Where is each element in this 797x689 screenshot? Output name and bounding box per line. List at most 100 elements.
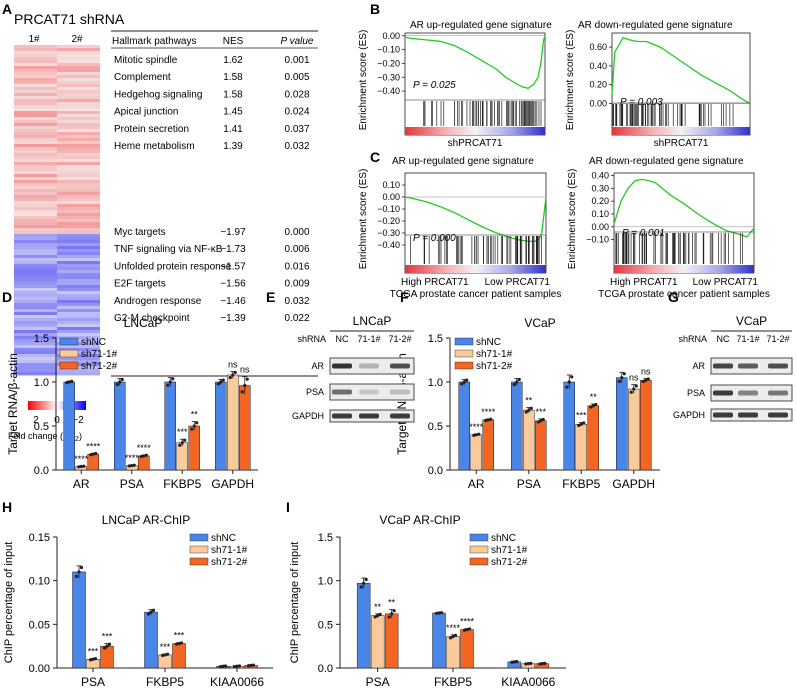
heatmap-cell xyxy=(14,306,57,310)
heatmap-cell xyxy=(57,249,100,253)
heatmap-cell xyxy=(57,102,100,106)
heatmap-cell xyxy=(57,90,100,94)
heatmap-cell xyxy=(57,336,100,340)
heatmap-cell xyxy=(57,297,100,301)
heatmap-cell xyxy=(14,354,57,358)
western-blot-e: LNCaP shRNA NC 71-1# 71-2# AR PSA GAPDH xyxy=(292,314,415,423)
heatmap-cell xyxy=(14,348,57,352)
bar xyxy=(458,381,470,471)
heatmap-cell xyxy=(57,138,100,142)
significance-label: **** xyxy=(469,422,484,432)
table-header: P value xyxy=(281,36,314,47)
gsea-y-tick-label: 0.00 xyxy=(382,31,400,41)
heatmap-cell xyxy=(57,156,100,160)
blot-band xyxy=(390,389,410,395)
gsea-x-label-left: High PRCAT71 xyxy=(610,277,678,288)
data-point xyxy=(529,661,533,665)
heatmap-cell xyxy=(14,288,57,292)
data-point xyxy=(524,410,528,414)
significance-label: **** xyxy=(481,407,496,417)
gsea-enrichment-line xyxy=(404,196,547,243)
legend-swatch xyxy=(469,545,489,554)
heatmap-cell xyxy=(57,312,100,316)
significance-label: ns xyxy=(228,359,238,369)
bar xyxy=(511,381,523,471)
heatmap-cell xyxy=(57,270,100,274)
heatmap-cell xyxy=(57,300,100,304)
data-point xyxy=(70,379,74,383)
gsea-plots: AR up-regulated gene signature 0.00 −0.10 −… xyxy=(358,20,770,300)
significance-label: ** xyxy=(388,597,396,607)
gsea-enrichment-line xyxy=(404,35,546,90)
data-point xyxy=(223,664,228,668)
bar xyxy=(432,612,446,669)
table-pvalue: 0.006 xyxy=(284,244,309,255)
heatmap-legend-tick: 2 xyxy=(33,415,39,426)
heatmap-cell xyxy=(14,135,57,139)
heatmap-cell xyxy=(14,174,57,178)
data-point xyxy=(434,611,439,615)
heatmap-cell xyxy=(14,84,57,88)
heatmap-cell xyxy=(57,129,100,133)
data-point xyxy=(460,382,464,386)
data-point xyxy=(594,402,598,407)
legend-swatch xyxy=(59,349,79,358)
data-point xyxy=(439,611,444,615)
data-point xyxy=(565,385,569,389)
heatmap-cell xyxy=(14,330,57,334)
data-point xyxy=(437,611,441,615)
heatmap-cell xyxy=(14,90,57,94)
data-point xyxy=(536,420,540,424)
heatmap-cell xyxy=(14,63,57,67)
heatmap-cell xyxy=(57,81,100,85)
bar xyxy=(587,405,599,471)
bar xyxy=(628,388,640,471)
data-point xyxy=(146,612,151,616)
heatmap-cell xyxy=(57,309,100,313)
data-point xyxy=(527,408,531,412)
heatmap-cell xyxy=(57,210,100,214)
data-point xyxy=(130,464,134,468)
data-point xyxy=(646,377,650,381)
data-point xyxy=(390,612,394,616)
x-category-label: AR xyxy=(73,477,90,491)
x-category-label: KIAA0066 xyxy=(210,675,264,689)
heatmap-cell xyxy=(14,99,57,103)
data-point xyxy=(177,641,181,646)
heatmap-cell xyxy=(57,168,100,172)
heatmap-cell xyxy=(14,369,57,373)
heatmap-cell xyxy=(57,282,100,286)
data-point xyxy=(617,379,621,384)
blot-lane-label: 71-2# xyxy=(388,334,411,344)
panel-a-title: PRCAT71 shRNA xyxy=(14,11,125,27)
heatmap-cell xyxy=(14,177,57,181)
heatmap-cell xyxy=(14,246,57,250)
data-point xyxy=(589,405,593,409)
data-point xyxy=(77,465,81,469)
heatmap-cell xyxy=(57,186,100,190)
legend-label: sh71-2# xyxy=(476,361,513,372)
data-point xyxy=(392,609,396,613)
gsea-pvalue: P = 0.003 xyxy=(620,97,663,108)
heatmap-cell xyxy=(57,369,100,373)
data-point xyxy=(246,664,251,668)
heatmap-cell xyxy=(57,114,100,118)
heatmap-cell xyxy=(14,243,57,247)
heatmap-cell xyxy=(14,93,57,97)
heatmap-cell xyxy=(14,360,57,364)
heatmap-cell xyxy=(14,342,57,346)
gsea-y-axis-label: Enrichment score (ES) xyxy=(565,30,576,131)
heatmap-cell xyxy=(14,102,57,106)
table-nes: −1.39 xyxy=(220,313,246,324)
gsea-rank-bar xyxy=(614,265,754,273)
heatmap-cell xyxy=(14,258,57,262)
heatmap-cell xyxy=(14,189,57,193)
heatmap-cell xyxy=(14,312,57,316)
table-pvalue: 0.028 xyxy=(284,89,309,100)
significance-label: ns xyxy=(240,365,250,375)
gsea-x-axis-label: shPRCAT71 xyxy=(448,138,503,149)
data-point xyxy=(510,660,514,664)
bar xyxy=(384,613,399,669)
blot-band xyxy=(738,363,758,369)
